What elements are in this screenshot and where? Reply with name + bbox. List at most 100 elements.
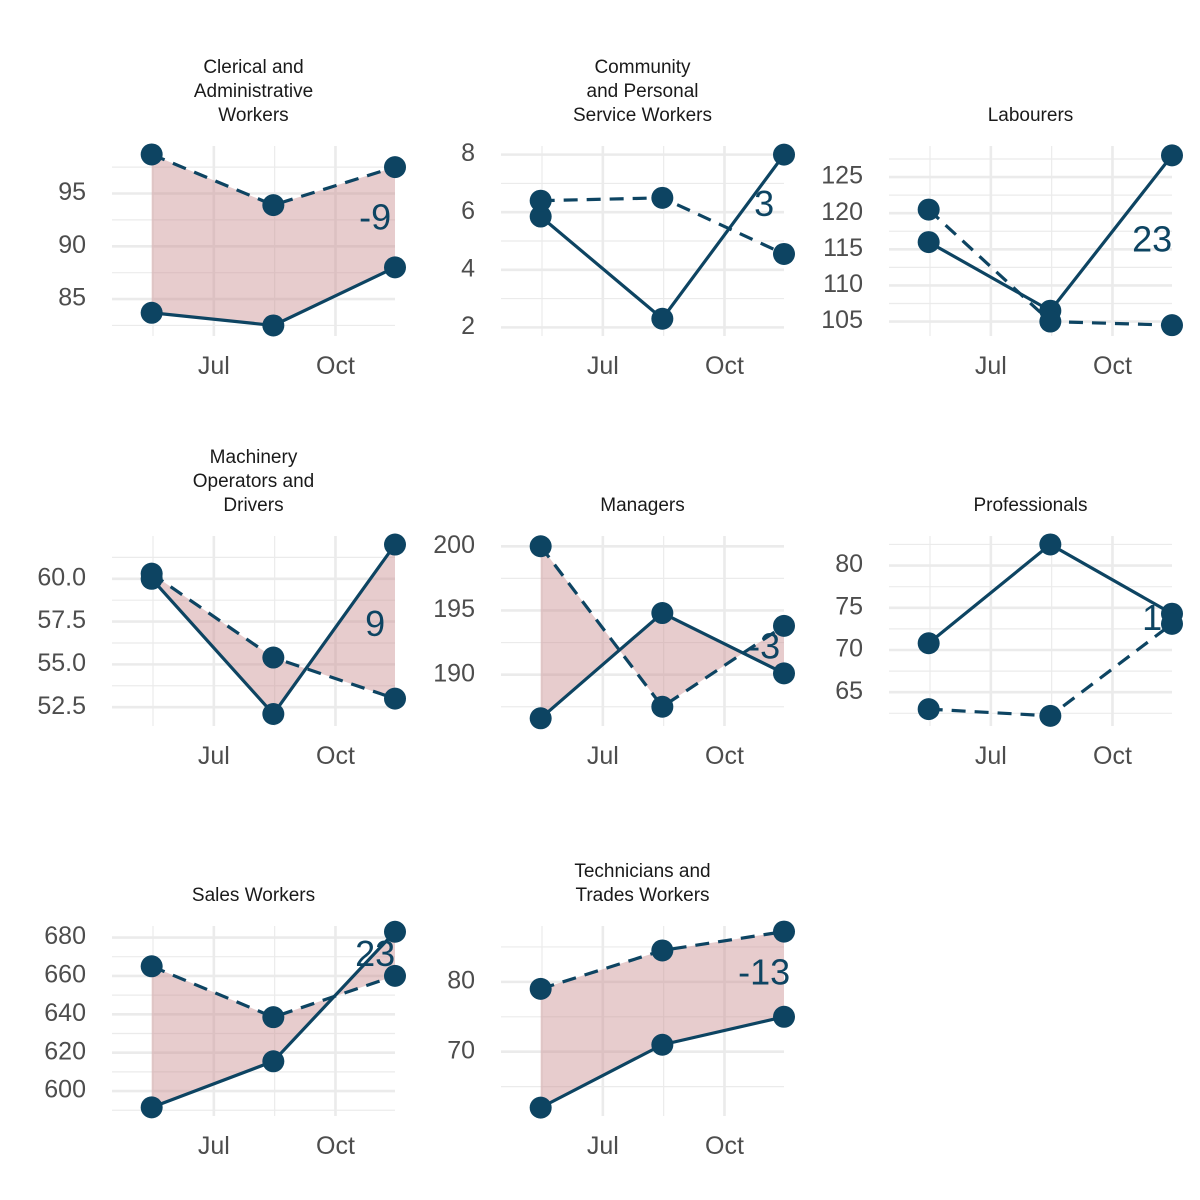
y-tick-label: 125 (821, 162, 863, 190)
dashed-series-line (928, 622, 1173, 718)
data-point (917, 632, 940, 655)
difference-label: 1 (1142, 597, 1162, 638)
x-tick-label: Jul (587, 742, 619, 770)
y-tick-label: 110 (823, 270, 863, 298)
data-point (529, 1096, 552, 1119)
data-point (384, 533, 406, 556)
facet-panel: Technicians and Trades Workers -13 70 80 Jul O… (447, 861, 795, 1160)
data-point (1039, 704, 1062, 727)
data-point (651, 186, 674, 209)
y-tick-label: 200 (433, 531, 475, 559)
x-tick-label: Oct (705, 352, 744, 380)
y-tick-label: 620 (44, 1037, 86, 1065)
data-point (262, 314, 285, 337)
x-tick-label: Jul (198, 1132, 230, 1160)
data-point (529, 189, 552, 212)
x-tick-label: Oct (1093, 352, 1132, 380)
x-tick-label: Oct (1093, 742, 1132, 770)
facet-panel: Clerical and Administrative Workers -9 85 90 9… (58, 57, 406, 380)
difference-label: 23 (355, 933, 395, 974)
data-point (773, 614, 795, 637)
y-tick-label: 660 (44, 961, 86, 989)
y-tick-label: 2 (461, 312, 475, 340)
y-tick-label: 190 (433, 659, 475, 687)
x-tick-label: Jul (975, 352, 1007, 380)
difference-label: -9 (359, 196, 391, 237)
data-point (1161, 144, 1183, 167)
data-point (917, 198, 940, 221)
panel-title: Labourers (988, 105, 1074, 126)
x-tick-label: Oct (316, 1132, 355, 1160)
y-tick-label: 65 (835, 677, 863, 705)
data-point (384, 964, 406, 987)
facet-panel: Machinery Operators and Drivers 9 52.5 55.0 57… (37, 447, 406, 770)
y-tick-label: 120 (821, 198, 863, 226)
data-point (262, 703, 285, 726)
panel-title: Professionals (973, 495, 1087, 516)
y-tick-label: 640 (44, 999, 86, 1027)
panel-title: Managers (600, 495, 685, 516)
difference-label: 23 (1132, 219, 1172, 260)
difference-label: 3 (754, 183, 774, 224)
data-point (140, 1096, 163, 1119)
data-point (384, 687, 406, 710)
data-point (773, 143, 795, 166)
y-tick-label: 85 (58, 284, 86, 312)
y-tick-label: 70 (447, 1036, 475, 1064)
data-point (917, 698, 940, 721)
data-point (529, 205, 552, 228)
y-tick-label: 80 (835, 550, 863, 578)
data-point (529, 535, 552, 558)
y-tick-label: 8 (461, 139, 475, 167)
data-point (917, 231, 940, 254)
data-point (651, 1033, 674, 1056)
x-tick-label: Oct (705, 1132, 744, 1160)
dashed-series-line (151, 964, 396, 1019)
data-point (262, 1006, 285, 1029)
x-tick-label: Oct (705, 742, 744, 770)
x-tick-label: Jul (587, 352, 619, 380)
data-point (1161, 612, 1183, 635)
data-point (262, 1050, 285, 1073)
y-tick-label: 80 (447, 966, 475, 994)
data-point (651, 602, 674, 625)
data-point (1039, 310, 1062, 333)
x-tick-label: Jul (975, 742, 1007, 770)
y-tick-label: 105 (821, 306, 863, 334)
y-tick-label: 4 (461, 254, 475, 282)
x-tick-label: Jul (587, 1132, 619, 1160)
y-tick-label: 95 (58, 178, 86, 206)
data-point (651, 307, 674, 330)
facet-panel: Labourers 23 105 110 115 120 125 Jul Oct (821, 105, 1183, 380)
data-point (1039, 533, 1062, 556)
data-point (773, 920, 795, 943)
y-tick-label: 90 (58, 231, 86, 259)
data-point (140, 301, 163, 324)
y-tick-label: 60.0 (37, 563, 86, 591)
data-point (262, 646, 285, 669)
data-point (262, 194, 285, 217)
data-point (140, 955, 163, 978)
data-point (773, 242, 795, 265)
x-tick-label: Jul (198, 742, 230, 770)
panel-title: Community and Personal Service Workers (573, 57, 712, 126)
difference-label: 9 (365, 603, 385, 644)
data-point (140, 562, 163, 585)
shaded-gap-area (540, 931, 784, 1108)
data-point (651, 695, 674, 718)
shaded-gap-area (151, 154, 395, 326)
panel-title: Sales Workers (192, 885, 315, 906)
panel-title: Technicians and Trades Workers (574, 861, 710, 906)
shaded-gap-area (151, 544, 395, 715)
data-point (140, 143, 163, 166)
y-tick-label: 57.5 (37, 606, 86, 634)
y-tick-label: 52.5 (37, 692, 86, 720)
x-tick-label: Oct (316, 352, 355, 380)
y-tick-label: 195 (433, 595, 475, 623)
dashed-series-line (151, 152, 396, 207)
facet-panel: Sales Workers 23 600 620 640 660 680 Jul Oct (44, 885, 406, 1160)
data-point (1161, 314, 1183, 337)
y-tick-label: 115 (823, 234, 863, 262)
data-point (529, 977, 552, 1000)
